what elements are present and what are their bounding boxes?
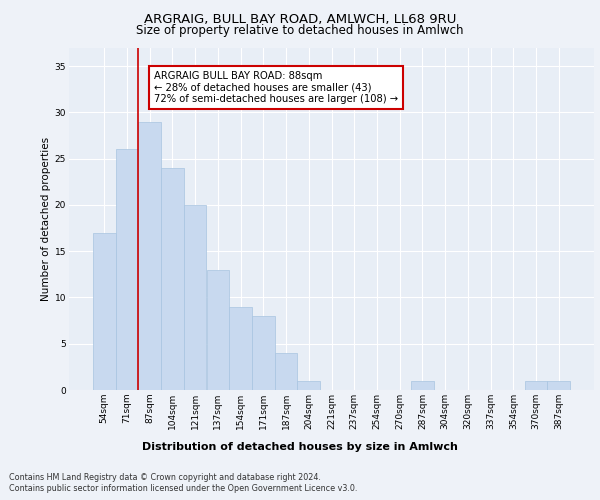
Bar: [116, 150, 139, 390]
Text: ARGRAIG BULL BAY ROAD: 88sqm
← 28% of detached houses are smaller (43)
72% of se: ARGRAIG BULL BAY ROAD: 88sqm ← 28% of de…: [154, 70, 398, 104]
Bar: [298, 380, 320, 390]
Bar: [161, 168, 184, 390]
Bar: [411, 380, 434, 390]
Text: Contains public sector information licensed under the Open Government Licence v3: Contains public sector information licen…: [9, 484, 358, 493]
Bar: [139, 122, 161, 390]
Text: Contains HM Land Registry data © Crown copyright and database right 2024.: Contains HM Land Registry data © Crown c…: [9, 472, 321, 482]
Y-axis label: Number of detached properties: Number of detached properties: [41, 136, 50, 301]
Bar: [184, 205, 206, 390]
Bar: [252, 316, 275, 390]
Bar: [524, 380, 547, 390]
Text: Distribution of detached houses by size in Amlwch: Distribution of detached houses by size …: [142, 442, 458, 452]
Bar: [206, 270, 229, 390]
Bar: [275, 353, 298, 390]
Text: ARGRAIG, BULL BAY ROAD, AMLWCH, LL68 9RU: ARGRAIG, BULL BAY ROAD, AMLWCH, LL68 9RU: [144, 12, 456, 26]
Bar: [229, 306, 252, 390]
Text: Size of property relative to detached houses in Amlwch: Size of property relative to detached ho…: [136, 24, 464, 37]
Bar: [547, 380, 570, 390]
Bar: [93, 232, 116, 390]
